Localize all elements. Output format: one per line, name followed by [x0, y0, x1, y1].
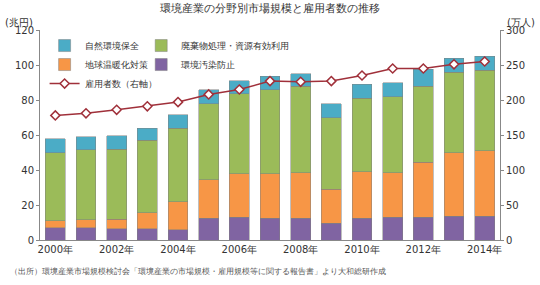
svg-text:廃棄物処理・資源有効利用: 廃棄物処理・資源有効利用 — [181, 41, 289, 51]
svg-text:120: 120 — [15, 25, 34, 36]
svg-text:200: 200 — [506, 95, 525, 106]
svg-text:環境汚染防止: 環境汚染防止 — [181, 60, 235, 70]
svg-text:20: 20 — [21, 200, 34, 211]
svg-text:地球温暖化対策: 地球温暖化対策 — [84, 60, 148, 70]
svg-text:150: 150 — [506, 130, 525, 141]
svg-text:80: 80 — [21, 95, 34, 106]
svg-text:250: 250 — [506, 60, 525, 71]
svg-text:0: 0 — [506, 235, 512, 246]
svg-text:300: 300 — [506, 25, 525, 36]
svg-text:60: 60 — [21, 130, 34, 141]
svg-text:2000年: 2000年 — [38, 244, 73, 255]
svg-text:(兆円): (兆円) — [5, 17, 33, 28]
svg-text:2008年: 2008年 — [283, 244, 318, 255]
svg-text:2006年: 2006年 — [222, 244, 257, 255]
svg-text:(万人): (万人) — [507, 17, 535, 28]
svg-text:（出所）環境産業市場規模検討会「環境産業の市場規模・雇用規模: （出所）環境産業市場規模検討会「環境産業の市場規模・雇用規模等に関する報告書」よ… — [10, 267, 386, 276]
svg-text:2004年: 2004年 — [160, 244, 195, 255]
svg-text:0: 0 — [28, 235, 34, 246]
svg-text:環境産業の分野別市場規模と雇用者数の推移: 環境産業の分野別市場規模と雇用者数の推移 — [160, 2, 380, 15]
svg-text:2012年: 2012年 — [406, 244, 441, 255]
svg-text:100: 100 — [506, 165, 525, 176]
svg-text:自然環境保全: 自然環境保全 — [85, 41, 139, 51]
svg-text:100: 100 — [15, 60, 34, 71]
svg-text:雇用者数（右軸）: 雇用者数（右軸） — [85, 79, 157, 89]
svg-text:2014年: 2014年 — [467, 244, 502, 255]
svg-text:2010年: 2010年 — [344, 244, 379, 255]
svg-text:2002年: 2002年 — [99, 244, 134, 255]
svg-text:40: 40 — [21, 165, 34, 176]
svg-text:50: 50 — [506, 200, 519, 211]
